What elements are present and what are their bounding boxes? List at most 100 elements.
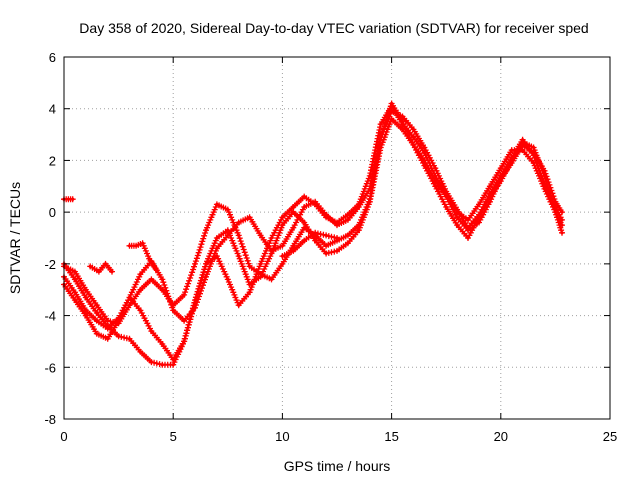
data-point	[488, 192, 492, 196]
data-point	[411, 143, 415, 147]
data-point	[324, 233, 328, 237]
data-point	[313, 202, 317, 206]
data-point	[73, 270, 77, 274]
data-point	[313, 231, 317, 235]
data-point	[71, 197, 75, 201]
plot-frame	[63, 56, 611, 420]
data-point	[182, 319, 186, 323]
data-point	[433, 166, 437, 170]
data-point	[73, 298, 77, 302]
data-point	[103, 262, 108, 266]
data-point	[368, 174, 372, 178]
y-tick-label: 2	[49, 153, 56, 168]
data-point	[324, 251, 328, 256]
y-tick-label: -2	[44, 257, 56, 272]
x-tick-label: 10	[275, 429, 289, 444]
data-point	[291, 210, 295, 214]
data-point	[127, 303, 132, 307]
data-point	[138, 350, 142, 354]
data-point	[95, 311, 99, 315]
data-point	[204, 262, 208, 266]
data-point	[259, 262, 263, 266]
data-point	[160, 288, 164, 292]
tick-labels: 0 5 10 15 20 25 -8 -6 -4 -2 0 2 4 6	[44, 50, 617, 444]
data-point	[182, 339, 186, 343]
data-point	[149, 277, 153, 281]
data-point	[390, 117, 394, 121]
data-point	[560, 218, 564, 222]
data-point	[215, 254, 219, 258]
data-point	[324, 244, 328, 248]
data-point	[84, 308, 88, 312]
data-point	[324, 215, 328, 219]
data-point	[280, 215, 284, 219]
data-point	[106, 324, 110, 328]
data-point	[411, 127, 415, 131]
data-point	[237, 233, 241, 237]
data-point	[127, 244, 132, 248]
data-point	[499, 174, 503, 178]
data-point	[138, 288, 142, 292]
data-point	[215, 202, 219, 206]
data-point	[499, 166, 503, 170]
y-tick-label: 4	[49, 102, 56, 117]
data-point	[455, 223, 459, 227]
data-point	[237, 303, 241, 307]
plus-markers	[61, 100, 565, 327]
data-point	[335, 249, 339, 253]
data-point	[138, 272, 142, 276]
x-tick-label: 0	[60, 429, 67, 444]
series-track-1	[61, 100, 565, 327]
data-point	[127, 337, 132, 341]
data-point	[466, 226, 470, 230]
x-tick-label: 5	[170, 429, 177, 444]
data-point	[291, 226, 295, 230]
data-point	[280, 244, 284, 248]
data-point	[400, 114, 405, 119]
x-tick-label: 25	[603, 429, 617, 444]
data-point	[302, 205, 306, 209]
data-point	[466, 218, 470, 222]
data-point	[390, 104, 394, 108]
y-axis-label: SDTVAR / TECUs	[7, 182, 23, 294]
data-point	[73, 290, 77, 294]
data-point	[510, 148, 514, 152]
data-point	[226, 277, 230, 281]
series-segment-c	[87, 260, 115, 275]
data-point	[248, 290, 252, 294]
data-point	[302, 195, 306, 199]
data-point	[110, 270, 114, 274]
data-point	[95, 332, 99, 336]
data-point	[560, 231, 564, 235]
data-point	[182, 293, 186, 297]
data-point	[149, 360, 153, 364]
data-point	[84, 314, 88, 318]
data-point	[455, 210, 459, 214]
data-point	[400, 122, 405, 126]
data-point	[84, 295, 88, 300]
data-point	[127, 295, 132, 300]
data-point	[147, 257, 151, 261]
data-point	[488, 184, 492, 188]
data-point	[368, 200, 372, 204]
y-tick-label: -8	[44, 412, 56, 427]
data-point	[259, 233, 263, 237]
data-point	[291, 244, 295, 248]
data-point	[193, 301, 197, 305]
data-point	[88, 264, 92, 268]
data-point	[269, 236, 274, 240]
data-point	[532, 145, 536, 150]
data-point	[542, 187, 547, 191]
plus-markers	[126, 240, 159, 272]
series-track-4	[61, 103, 565, 368]
data-point	[455, 215, 459, 219]
series-line	[62, 117, 564, 361]
data-point	[368, 187, 372, 191]
data-point	[357, 228, 361, 232]
data-point	[97, 270, 101, 274]
series-segment-d	[279, 229, 340, 260]
data-point	[269, 249, 274, 253]
series-segment-a	[126, 240, 159, 272]
y-tick-label: -6	[44, 360, 56, 375]
data-point	[160, 277, 164, 281]
